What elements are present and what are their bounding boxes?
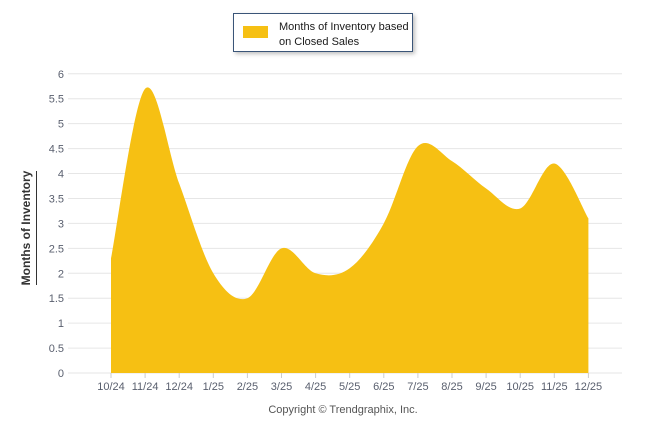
svg-text:2/25: 2/25 — [237, 381, 258, 393]
svg-text:3/25: 3/25 — [271, 381, 292, 393]
svg-text:0: 0 — [58, 368, 64, 380]
svg-text:4/25: 4/25 — [305, 381, 326, 393]
svg-text:5.5: 5.5 — [49, 94, 64, 106]
svg-text:4: 4 — [58, 169, 64, 181]
svg-text:6: 6 — [58, 69, 64, 81]
svg-text:12/25: 12/25 — [575, 381, 603, 393]
svg-text:2.5: 2.5 — [49, 243, 64, 255]
svg-text:2: 2 — [58, 268, 64, 280]
svg-text:11/25: 11/25 — [541, 381, 568, 393]
svg-text:3.5: 3.5 — [49, 193, 64, 205]
svg-text:11/24: 11/24 — [132, 381, 159, 393]
svg-text:10/24: 10/24 — [97, 381, 125, 393]
svg-text:1/25: 1/25 — [203, 381, 224, 393]
svg-text:5/25: 5/25 — [339, 381, 360, 393]
svg-text:10/25: 10/25 — [506, 381, 534, 393]
svg-text:8/25: 8/25 — [441, 381, 462, 393]
svg-text:12/24: 12/24 — [165, 381, 193, 393]
svg-text:4.5: 4.5 — [49, 144, 64, 156]
svg-text:9/25: 9/25 — [475, 381, 496, 393]
svg-text:1.5: 1.5 — [49, 293, 64, 305]
svg-text:0.5: 0.5 — [49, 343, 64, 355]
svg-text:7/25: 7/25 — [407, 381, 428, 393]
svg-text:3: 3 — [58, 218, 64, 230]
svg-text:5: 5 — [58, 119, 64, 131]
svg-text:6/25: 6/25 — [373, 381, 394, 393]
svg-text:1: 1 — [58, 318, 64, 330]
